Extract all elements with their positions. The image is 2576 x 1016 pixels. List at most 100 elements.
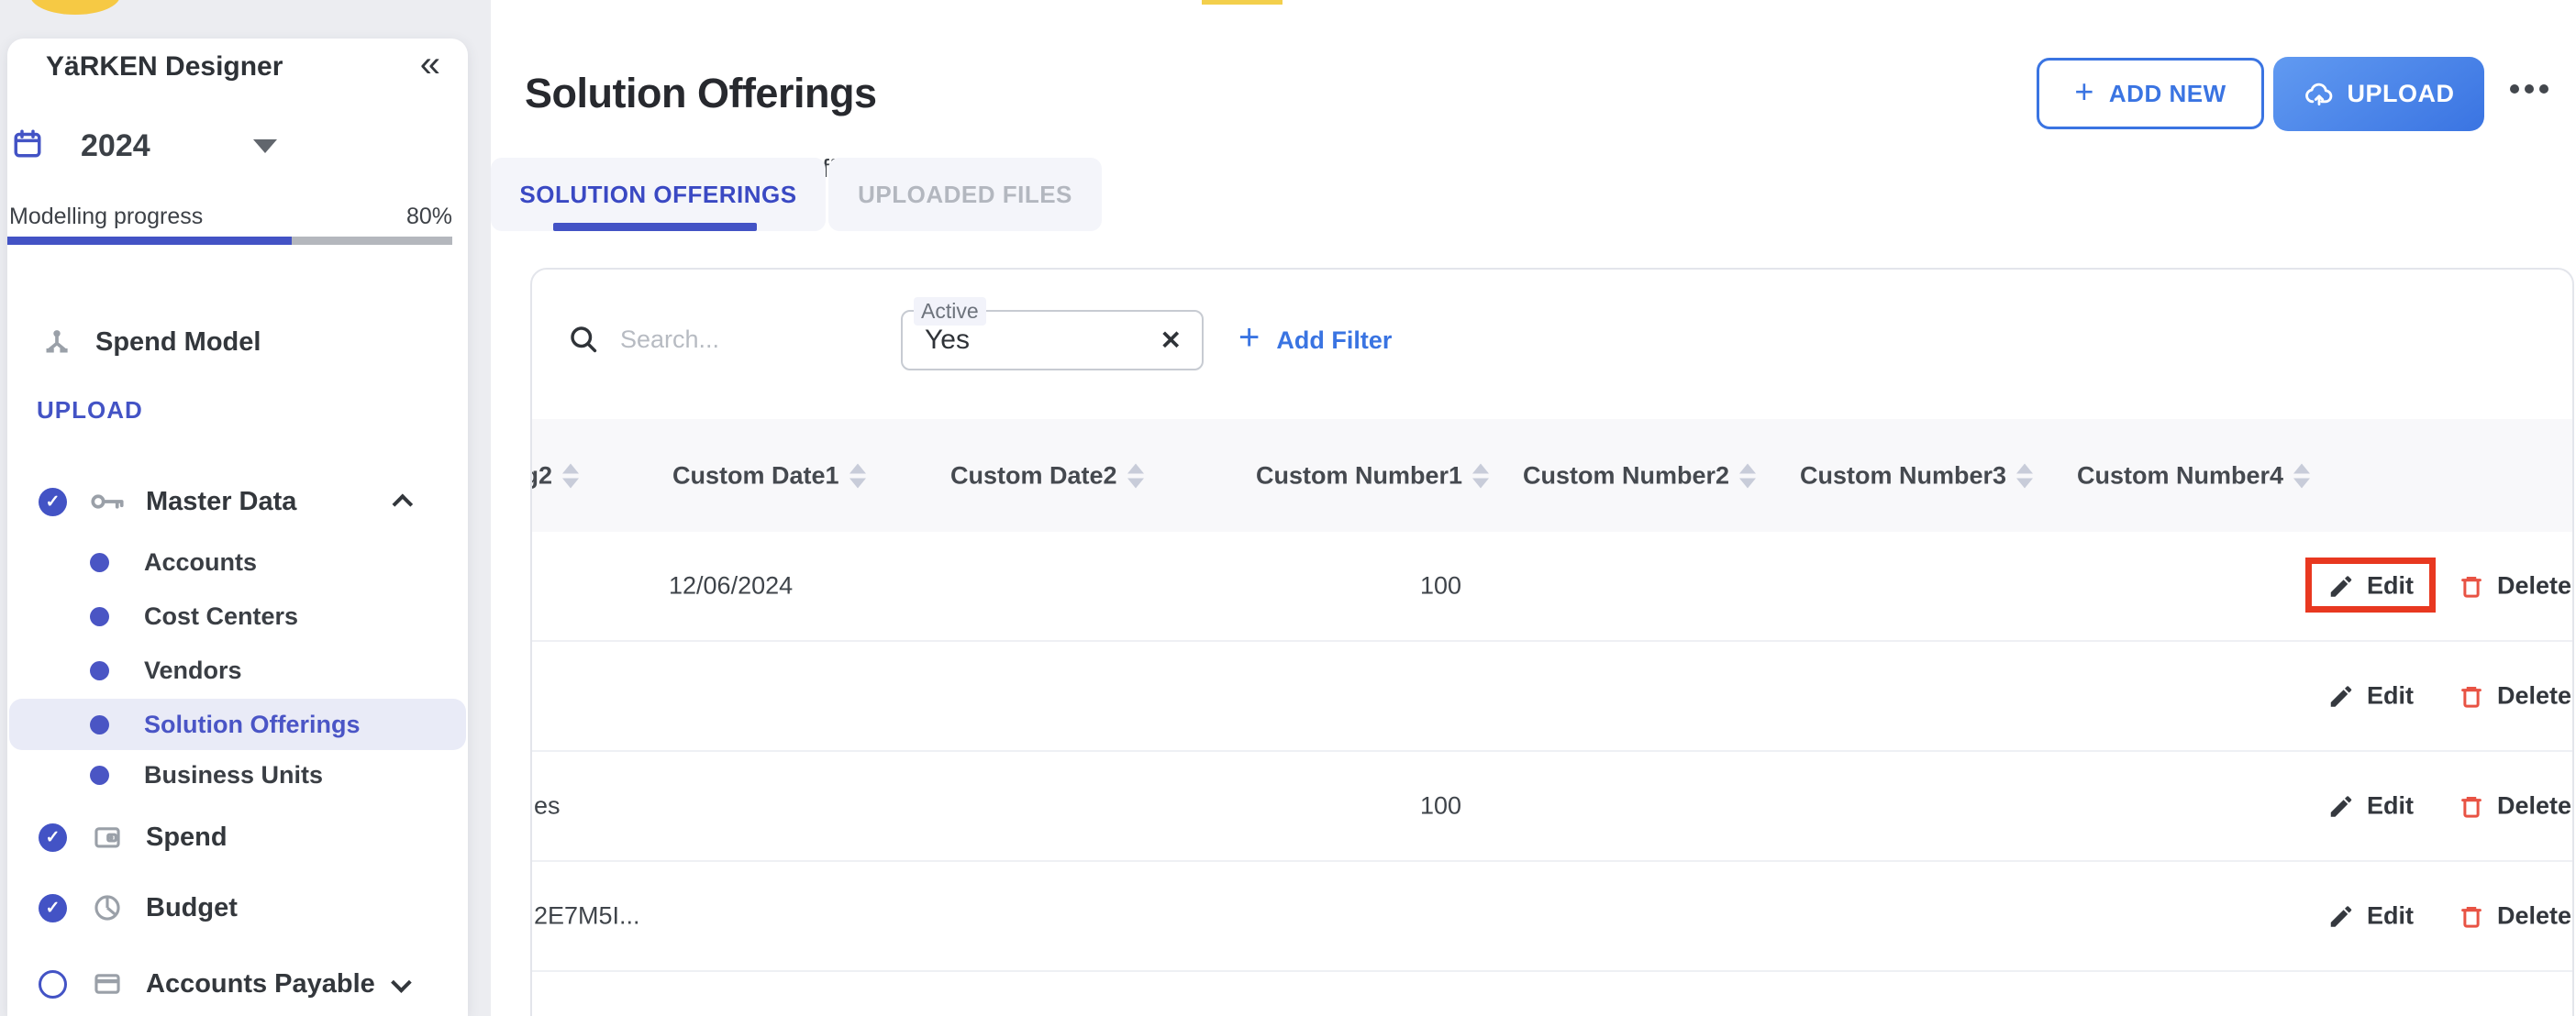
- year-selector[interactable]: 2024: [11, 127, 277, 165]
- sidebar-item-label: Solution Offerings: [144, 710, 361, 738]
- bullet-dot-icon: [90, 765, 109, 785]
- delete-label: Delete: [2497, 571, 2572, 600]
- sidebar-item-accounts-payable[interactable]: Accounts Payable: [39, 955, 440, 1012]
- edit-label: Edit: [2367, 571, 2414, 600]
- cell-custom-string2: es: [534, 791, 561, 820]
- bullet-dot-icon: [90, 552, 109, 572]
- column-label: Custom Number3: [1800, 461, 2007, 489]
- edit-button[interactable]: Edit: [2327, 792, 2414, 821]
- bullet-dot-icon: [90, 714, 109, 734]
- add-filter-label: Add Filter: [1276, 326, 1393, 354]
- sort-icon: [562, 463, 580, 488]
- edit-label: Edit: [2367, 681, 2414, 710]
- page-title: Solution Offerings: [525, 70, 877, 116]
- cell-custom-date1: 12/06/2024: [669, 571, 794, 600]
- cell-custom-string2: 2E7M5I...: [534, 901, 640, 930]
- table-row: 2E7M5I... Edit Delete: [532, 862, 2572, 972]
- add-filter-button[interactable]: + Add Filter: [1238, 310, 1392, 370]
- column-header-custom-date2[interactable]: Custom Date2: [950, 461, 1144, 490]
- progress-bar-fill: [7, 237, 293, 245]
- add-new-label: ADD NEW: [2108, 79, 2226, 107]
- credit-card-icon: [89, 968, 126, 999]
- table-row: Edit Delete: [532, 972, 2572, 1016]
- sidebar-item-spend[interactable]: ✓ Spend: [39, 809, 440, 866]
- sidebar-item-label: Cost Centers: [144, 602, 299, 630]
- column-header-custom-string2[interactable]: ng2: [532, 461, 580, 490]
- delete-button[interactable]: Delete: [2458, 902, 2571, 931]
- tab-uploaded-files[interactable]: UPLOADED FILES: [828, 158, 1102, 231]
- sidebar-item-budget[interactable]: ✓ Budget: [39, 879, 440, 936]
- add-new-button[interactable]: + ADD NEW: [2037, 58, 2264, 129]
- sort-icon: [1739, 463, 1757, 488]
- column-label: ng2: [532, 461, 553, 489]
- chevron-up-icon[interactable]: [392, 493, 414, 515]
- column-label: Custom Date1: [672, 461, 839, 489]
- sidebar-item-label: Business Units: [144, 760, 324, 789]
- column-header-custom-number1[interactable]: Custom Number1: [1256, 461, 1490, 490]
- top-banner-fragment: [1202, 0, 1282, 5]
- pie-chart-icon: [89, 892, 126, 923]
- table-row: es 100 Edit Delete: [532, 752, 2572, 862]
- edit-button[interactable]: Edit: [2327, 902, 2414, 931]
- edit-button[interactable]: Edit: [2327, 1012, 2414, 1016]
- sidebar-item-cost-centers[interactable]: Cost Centers: [7, 590, 468, 643]
- logo: [30, 0, 120, 15]
- column-header-custom-date1[interactable]: Custom Date1: [672, 461, 866, 490]
- search-field[interactable]: [567, 323, 859, 356]
- sidebar: YäRKEN Designer « 2024 Modelling progres…: [7, 39, 468, 1016]
- sidebar-item-master-data[interactable]: ✓ Master Data: [39, 473, 440, 530]
- edit-label: Edit: [2367, 901, 2414, 930]
- collapse-sidebar-icon[interactable]: «: [419, 44, 440, 84]
- column-header-custom-number3[interactable]: Custom Number3: [1800, 461, 2034, 490]
- column-label: Custom Number1: [1256, 461, 1463, 489]
- cell-custom-number1: 100: [1419, 571, 1461, 600]
- hierarchy-icon: [39, 326, 75, 358]
- column-header-custom-number4[interactable]: Custom Number4: [2077, 461, 2311, 490]
- chevron-down-icon[interactable]: [252, 138, 277, 153]
- check-circle-icon: ✓: [39, 893, 67, 922]
- app-title: YäRKEN Designer: [46, 51, 283, 82]
- column-label: Custom Number2: [1523, 461, 1730, 489]
- sidebar-item-label: Master Data: [146, 486, 297, 516]
- more-options-icon[interactable]: [2510, 84, 2548, 94]
- tab-label: UPLOADED FILES: [858, 180, 1072, 208]
- chevron-down-icon[interactable]: [391, 972, 412, 993]
- sidebar-item-label: Vendors: [144, 656, 242, 684]
- delete-button[interactable]: Delete: [2458, 572, 2571, 601]
- search-input[interactable]: [620, 325, 859, 354]
- delete-button[interactable]: Delete: [2458, 1012, 2571, 1016]
- sidebar-item-label: Accounts: [144, 547, 258, 576]
- sidebar-item-accounts[interactable]: Accounts: [7, 536, 468, 589]
- calendar-icon: [11, 127, 44, 165]
- check-circle-icon: ✓: [39, 487, 67, 516]
- edit-button[interactable]: Edit: [2327, 682, 2414, 711]
- sidebar-item-upload[interactable]: UPLOAD: [37, 396, 143, 424]
- active-filter-chip[interactable]: Active Yes ✕: [901, 297, 1204, 370]
- column-header-custom-number2[interactable]: Custom Number2: [1523, 461, 1757, 490]
- close-icon[interactable]: ✕: [1160, 326, 1182, 355]
- sidebar-item-spend-model[interactable]: Spend Model: [39, 314, 440, 370]
- sidebar-item-business-units[interactable]: Business Units: [7, 748, 468, 801]
- sort-icon: [1127, 463, 1144, 488]
- year-value: 2024: [81, 127, 150, 163]
- sidebar-item-solution-offerings[interactable]: Solution Offerings: [9, 699, 466, 750]
- delete-label: Delete: [2497, 681, 2572, 710]
- progress-label: Modelling progress: [9, 204, 204, 229]
- edit-label: Edit: [2367, 791, 2414, 820]
- table-body: 12/06/2024 100 Edit Delete Edit: [532, 532, 2572, 1016]
- upload-button[interactable]: UPLOAD: [2273, 57, 2484, 131]
- delete-button[interactable]: Delete: [2458, 792, 2571, 821]
- cloud-upload-icon: [2304, 79, 2335, 110]
- bullet-dot-icon: [90, 660, 109, 680]
- sort-icon: [1472, 463, 1490, 488]
- tab-label: SOLUTION OFFERINGS: [519, 180, 797, 208]
- delete-label: Delete: [2497, 1012, 2571, 1016]
- delete-button[interactable]: Delete: [2458, 682, 2571, 711]
- sidebar-item-vendors[interactable]: Vendors: [7, 644, 468, 697]
- tab-solution-offerings[interactable]: SOLUTION OFFERINGS: [491, 158, 826, 231]
- sidebar-item-label: Spend: [146, 822, 228, 852]
- key-icon: [89, 486, 126, 517]
- active-tab-underline: [553, 223, 757, 231]
- edit-button[interactable]: Edit: [2327, 572, 2414, 601]
- table-row: 12/06/2024 100 Edit Delete: [532, 532, 2572, 642]
